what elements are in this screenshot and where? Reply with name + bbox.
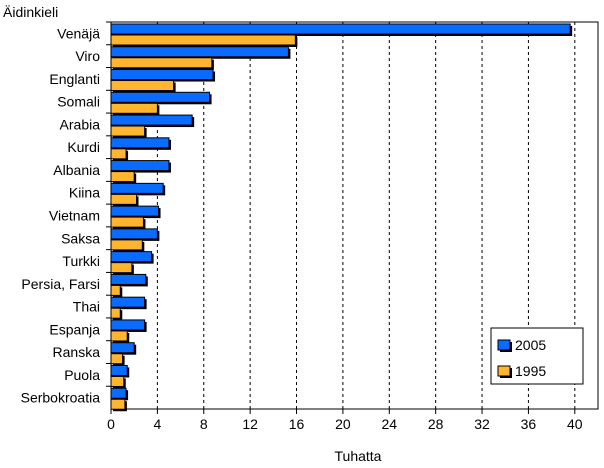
bar-1995 [110,102,158,114]
legend-swatch-1995 [497,365,511,377]
x-tick-label: 24 [381,416,397,432]
plot-area: 0 4 8 12 16 20 24 28 32 36 40 Venäjä Viro Englanti Som… [21,21,599,432]
x-tick-label: 28 [428,416,444,432]
y-axis-title: Äidinkieli [3,4,58,20]
category-label: Vietnam [49,208,100,224]
bar-1995 [110,375,125,387]
bar-2005 [110,319,146,331]
legend: 2005 1995 [490,327,584,385]
bar-2005 [110,69,214,81]
legend-label: 1995 [515,363,546,379]
bar-2005 [110,160,170,172]
x-tick-label: 0 [107,416,115,432]
category-label: Kurdi [67,139,100,155]
legend-swatch-2005 [497,339,511,351]
category-label: Espanja [49,321,100,337]
bar-1995 [110,193,138,205]
category-label: Viro [75,48,100,64]
category-label: Somali [57,94,100,110]
x-tick-label: 4 [153,416,161,432]
x-tick-label: 40 [567,416,583,432]
bar-2005 [110,114,193,126]
x-tick-label: 32 [474,416,490,432]
x-axis-title: Tuhatta [335,448,382,464]
category-label: Arabia [60,116,101,132]
category-label: Saksa [61,230,100,246]
x-tick-label: 8 [200,416,208,432]
bar-2005 [110,387,127,399]
x-tick-label: 20 [335,416,351,432]
bar-1995 [110,239,143,251]
bar-1995 [110,330,128,342]
bar-2005 [110,251,153,263]
bar-2005 [110,205,160,217]
x-tick-label: 12 [242,416,258,432]
x-tick-label: 36 [521,416,537,432]
category-label: Ranska [53,344,101,360]
bar-2005 [110,23,571,35]
bar-1995 [110,34,296,46]
bar-1995 [110,171,135,183]
bar-2005 [110,364,128,376]
bar-2005 [110,342,135,354]
category-label: Puola [64,367,100,383]
category-label: Turkki [62,253,100,269]
bar-1995 [110,80,175,92]
bar-1995 [110,353,124,365]
category-label: Persia, Farsi [21,276,100,292]
category-label: Kiina [69,185,100,201]
bar-2005 [110,91,211,103]
bar-2005 [110,137,170,149]
category-label: Englanti [49,71,100,87]
bar-1995 [110,284,121,296]
bar-1995 [110,216,144,228]
bar-1995 [110,398,126,410]
category-label: Venäjä [57,25,100,41]
legend-label: 2005 [515,337,546,353]
bar-1995 [110,262,133,274]
bar-2005 [110,46,289,58]
bar-1995 [110,307,121,319]
bar-2005 [110,182,164,194]
bar-1995 [110,57,213,69]
bar-1995 [110,148,127,160]
bar-2005 [110,228,158,240]
category-label: Albania [53,162,100,178]
x-tick-label: 16 [289,416,305,432]
category-label: Serbokroatia [21,390,101,406]
bar-1995 [110,125,146,137]
bar-2005 [110,296,146,308]
category-label: Thai [73,299,100,315]
bar-2005 [110,273,147,285]
